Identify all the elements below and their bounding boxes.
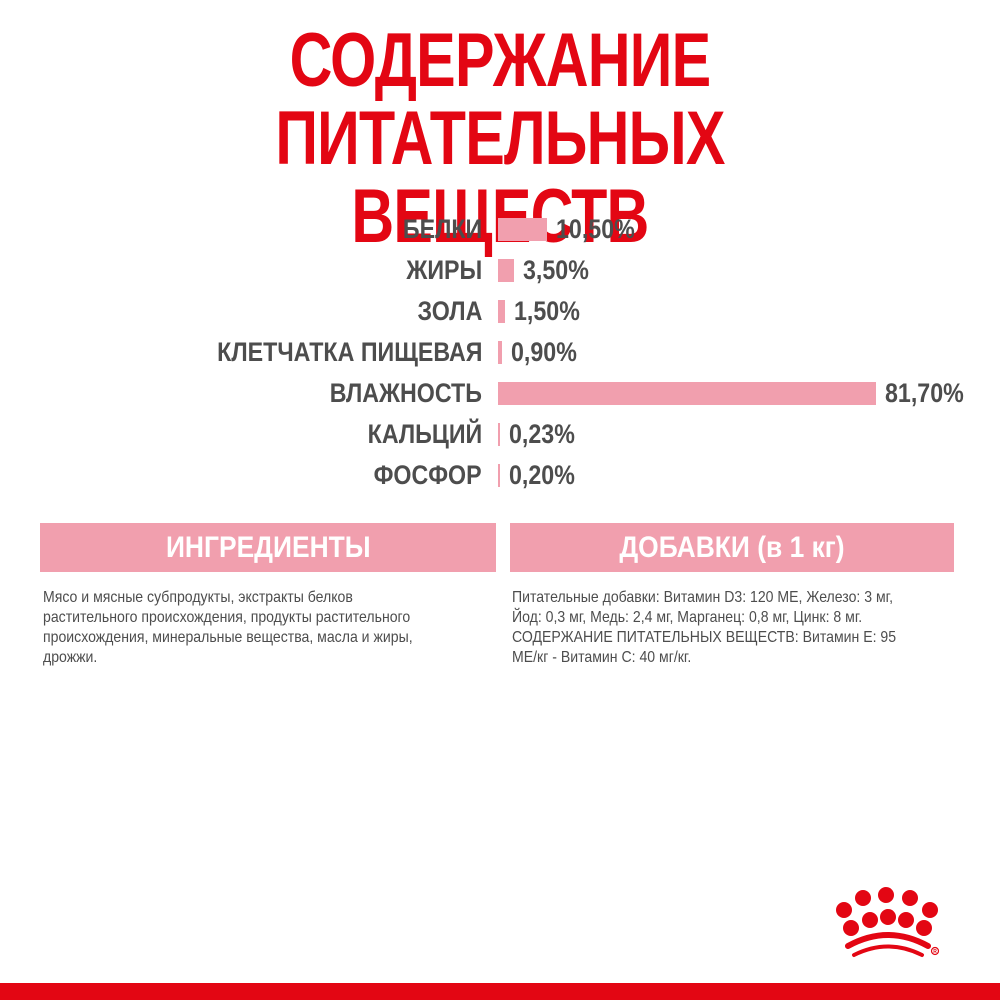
title-line-1: СОДЕРЖАНИЕ ПИТАТЕЛЬНЫХ <box>275 18 725 181</box>
value-bar <box>498 259 515 282</box>
chart-row: ЗОЛА 1,50% <box>0 291 1000 332</box>
additives-line: СОДЕРЖАНИЕ ПИТАТЕЛЬНЫХ ВЕЩЕСТВ: Витамин … <box>512 629 897 646</box>
value-label: 3,50% <box>523 255 590 285</box>
value-label: 10,50% <box>555 214 635 244</box>
chart-row: ФОСФОР 0,20% <box>0 455 1000 496</box>
category-label: КЛЕТЧАТКА ПИЩЕВАЯ <box>216 337 482 367</box>
chart-row: ЖИРЫ 3,50% <box>0 250 1000 291</box>
category-label: КАЛЬЦИЙ <box>367 419 482 449</box>
value-label: 81,70% <box>885 378 964 408</box>
additives-text: Питательные добавки: Витамин D3: 120 МЕ,… <box>512 588 896 668</box>
additives-line: Йод: 0,3 мг, Медь: 2,4 мг, Марганец: 0,8… <box>512 609 863 626</box>
category-label: ЖИРЫ <box>406 255 482 285</box>
ingredients-header: ИНГРЕДИЕНТЫ <box>40 523 496 572</box>
brand-bottom-strip <box>0 983 1000 1000</box>
ingredients-header-label: ИНГРЕДИЕНТЫ <box>165 531 371 564</box>
value-bar <box>498 300 505 323</box>
ingredients-line: происхождения, минеральные вещества, мас… <box>43 629 413 646</box>
page-title: СОДЕРЖАНИЕ ПИТАТЕЛЬНЫХ ВЕЩЕСТВ <box>110 22 890 256</box>
category-label: ЗОЛА <box>417 296 482 326</box>
value-bar <box>498 464 500 487</box>
value-label: 0,20% <box>509 460 575 490</box>
value-bar <box>498 218 547 241</box>
additives-header-label: ДОБАВКИ (в 1 кг) <box>619 531 845 564</box>
additives-header: ДОБАВКИ (в 1 кг) <box>510 523 954 572</box>
svg-text:R: R <box>933 949 937 955</box>
category-label: БЕЛКИ <box>402 214 482 244</box>
title-line-2: ВЕЩЕСТВ <box>351 174 649 259</box>
value-bar <box>498 341 503 364</box>
chart-row: БЕЛКИ 10,50% <box>0 209 1000 250</box>
value-label: 1,50% <box>513 296 580 326</box>
value-label: 0,23% <box>509 419 575 449</box>
value-bar <box>498 423 500 446</box>
chart-row: ВЛАЖНОСТЬ 81,70% <box>0 373 1000 414</box>
ingredients-line: Мясо и мясные субпродукты, экстракты бел… <box>43 589 353 606</box>
category-label: ВЛАЖНОСТЬ <box>329 378 482 408</box>
value-bar <box>498 382 876 405</box>
ingredients-line: растительного происхождения, продукты ра… <box>43 609 411 626</box>
category-label: ФОСФОР <box>373 460 482 490</box>
royal-canin-crown-icon: R <box>836 887 940 957</box>
additives-line: МЕ/кг - Витамин С: 40 мг/кг. <box>512 649 692 666</box>
ingredients-text: Мясо и мясные субпродукты, экстракты бел… <box>43 588 413 668</box>
additives-line: Питательные добавки: Витамин D3: 120 МЕ,… <box>512 589 893 606</box>
chart-row: КАЛЬЦИЙ 0,23% <box>0 414 1000 455</box>
ingredients-line: дрожжи. <box>43 649 98 666</box>
value-label: 0,90% <box>511 337 577 367</box>
chart-row: КЛЕТЧАТКА ПИЩЕВАЯ 0,90% <box>0 332 1000 373</box>
